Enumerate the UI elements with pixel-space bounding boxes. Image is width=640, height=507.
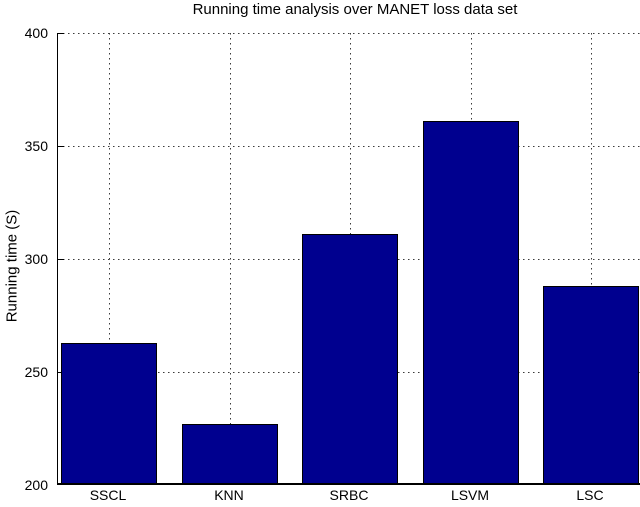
y-tick-label-300: 300 bbox=[24, 251, 48, 267]
bar-srbc bbox=[302, 234, 398, 483]
plot-area bbox=[57, 33, 640, 485]
x-tick-label-sscl: SSCL bbox=[89, 487, 127, 503]
bar-knn bbox=[182, 424, 278, 483]
y-tick-mark-400 bbox=[58, 33, 64, 34]
y-tick-label-350: 350 bbox=[24, 138, 48, 154]
y-tick-mark-350 bbox=[58, 146, 64, 147]
y-axis-label: Running time (S) bbox=[3, 209, 21, 323]
y-tick-label-400: 400 bbox=[24, 25, 48, 41]
v-gridline-lsc bbox=[591, 33, 592, 483]
bar-lsc bbox=[543, 286, 639, 483]
x-tick-label-lsvm: LSVM bbox=[450, 487, 490, 503]
h-gridline-350 bbox=[58, 146, 640, 147]
h-gridline-400 bbox=[58, 33, 640, 34]
x-tick-label-knn: KNN bbox=[214, 487, 244, 503]
v-gridline-knn bbox=[230, 33, 231, 483]
y-tick-label-200: 200 bbox=[24, 477, 48, 493]
y-tick-label-250: 250 bbox=[24, 364, 48, 380]
bar-sscl bbox=[61, 343, 157, 483]
v-gridline-sscl bbox=[109, 33, 110, 483]
x-tick-label-lsc: LSC bbox=[576, 487, 604, 503]
y-tick-mark-300 bbox=[58, 259, 64, 260]
x-tick-label-srbc: SRBC bbox=[329, 487, 369, 503]
bar-lsvm bbox=[423, 121, 519, 483]
chart-title: Running time analysis over MANET loss da… bbox=[192, 1, 518, 18]
